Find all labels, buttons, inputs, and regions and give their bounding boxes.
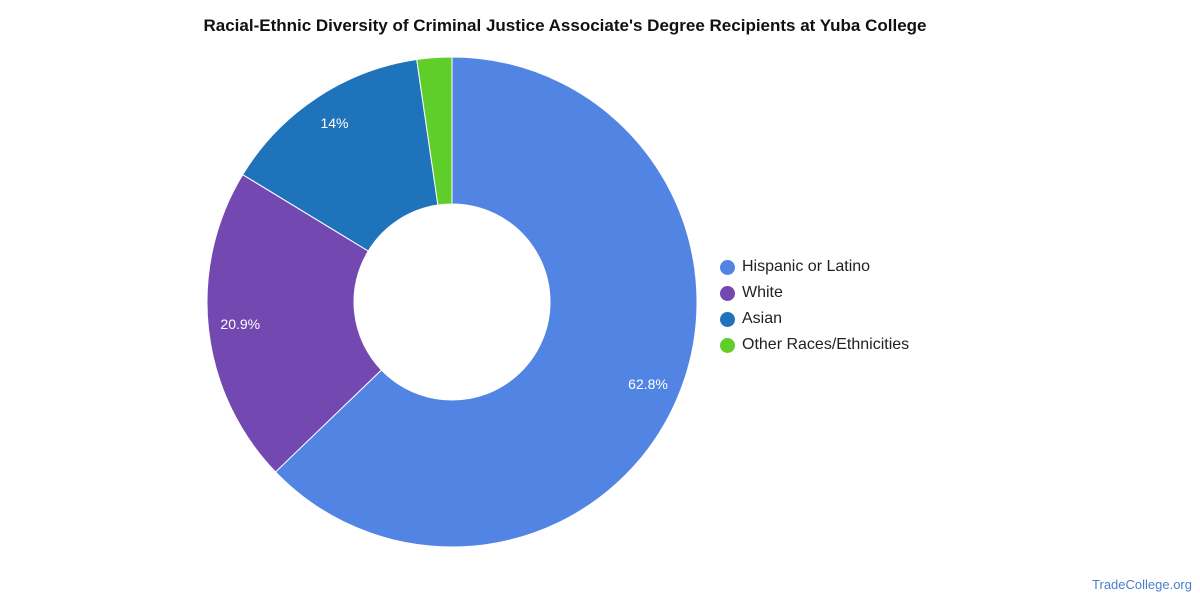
legend-label: White — [742, 284, 783, 301]
legend-label: Other Races/Ethnicities — [742, 336, 910, 353]
slice-asian[interactable] — [242, 58, 439, 252]
legend-label: Asian — [742, 310, 783, 327]
slice-hispanic-or-latino[interactable] — [274, 56, 698, 548]
chart-title: Racial-Ethnic Diversity of Criminal Just… — [203, 16, 927, 35]
slices-group — [206, 56, 698, 548]
data-labels-group: 62.8% 20.9% 14% — [220, 115, 667, 392]
legend-item[interactable]: Asian — [720, 306, 909, 332]
slice-white[interactable] — [206, 173, 383, 473]
data-label: 14% — [320, 115, 348, 131]
data-label: 62.8% — [628, 376, 668, 392]
legend-swatch-icon — [720, 285, 735, 301]
legend-swatch-icon — [720, 337, 735, 353]
legend: Hispanic or Latino White Asian Other Races/… — [720, 254, 909, 358]
legend-label: Hispanic or Latino — [742, 258, 871, 275]
slice-other-races-ethnicities[interactable] — [416, 56, 453, 206]
legend-item[interactable]: White — [720, 280, 909, 306]
legend-swatch-icon — [720, 311, 735, 327]
data-label: 20.9% — [220, 316, 260, 332]
source-credit[interactable]: TradeCollege.org — [1092, 577, 1192, 592]
legend-item[interactable]: Hispanic or Latino — [720, 254, 909, 280]
legend-item[interactable]: Other Races/Ethnicities — [720, 332, 909, 358]
legend-swatch-icon — [720, 259, 735, 275]
